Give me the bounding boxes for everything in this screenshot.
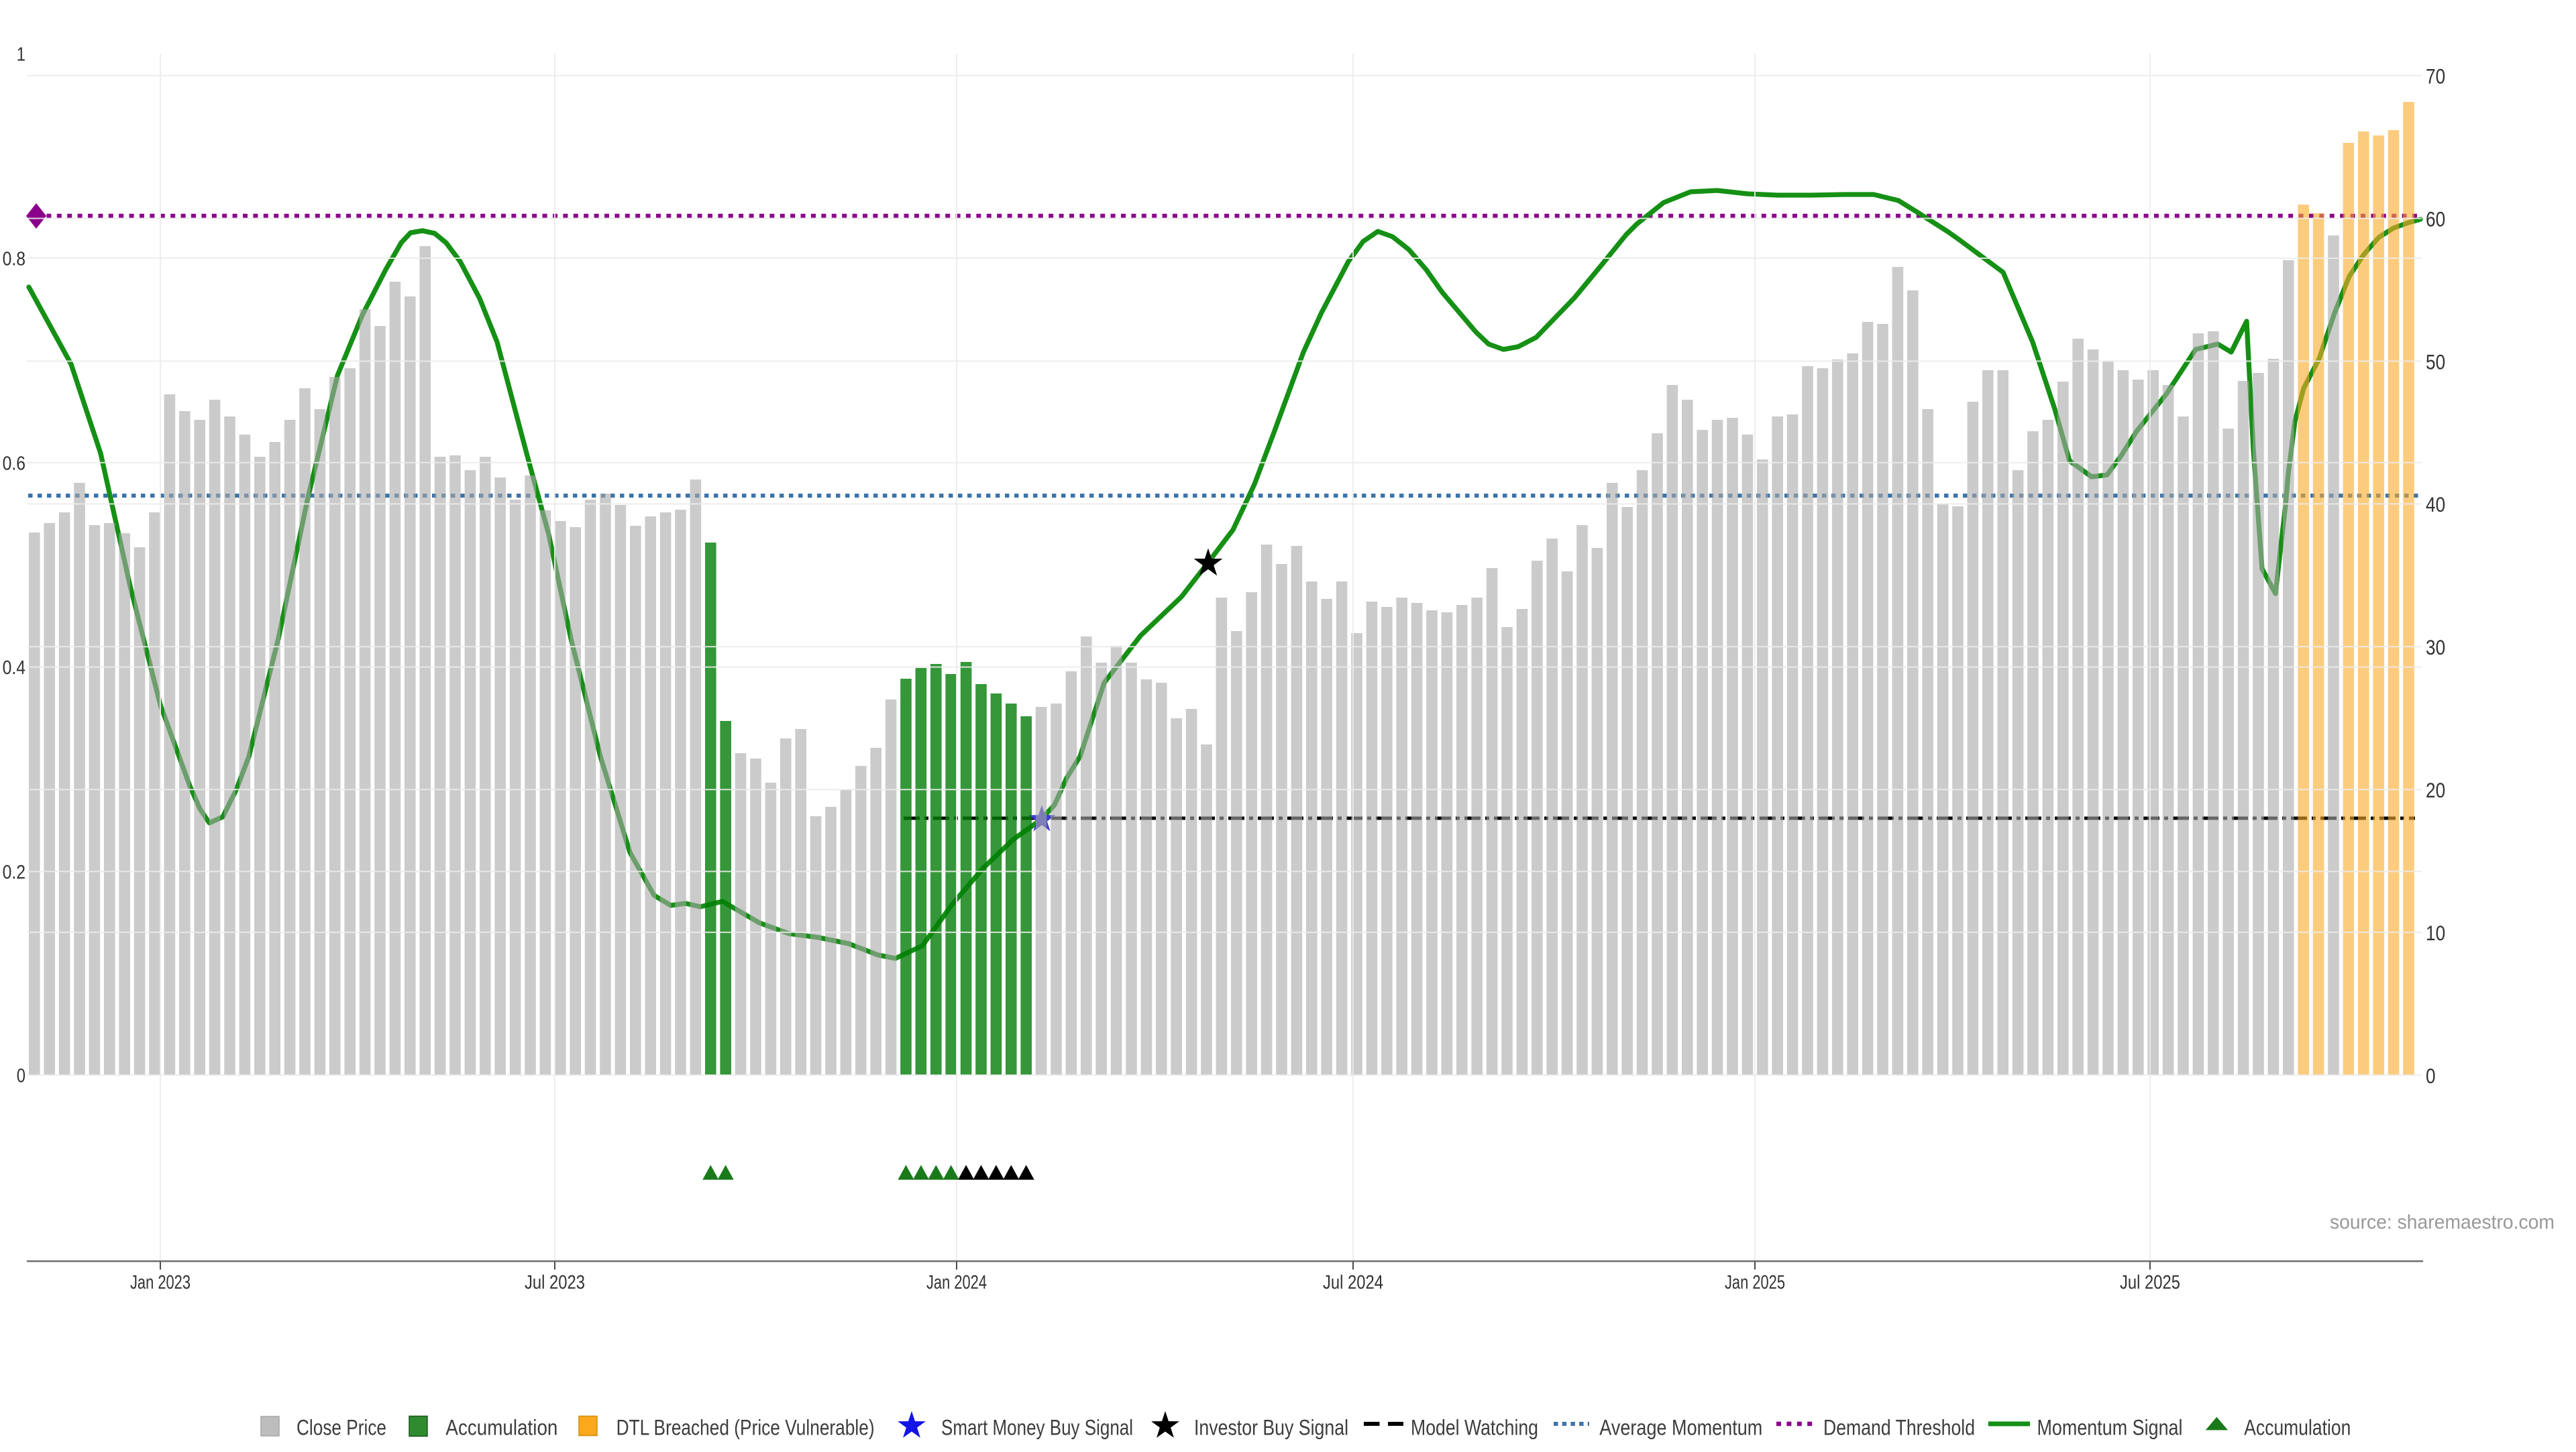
svg-text:0: 0 — [17, 1066, 25, 1087]
svg-text:Jan 2024: Jan 2024 — [926, 1272, 987, 1294]
svg-text:Jul 2024: Jul 2024 — [1323, 1272, 1383, 1294]
svg-text:0: 0 — [2426, 1064, 2436, 1088]
svg-text:Jan 2023: Jan 2023 — [130, 1272, 191, 1294]
svg-text:Jul 2025: Jul 2025 — [2120, 1272, 2180, 1294]
svg-text:Accumulation: Accumulation — [445, 1416, 557, 1440]
svg-text:1: 1 — [17, 44, 25, 66]
svg-text:60: 60 — [2426, 207, 2445, 231]
svg-text:40: 40 — [2426, 492, 2445, 516]
svg-text:Model Watching: Model Watching — [1411, 1416, 1538, 1440]
svg-text:Average Momentum: Average Momentum — [1599, 1416, 1762, 1440]
svg-text:0.8: 0.8 — [3, 249, 25, 270]
svg-text:Close Price: Close Price — [297, 1416, 386, 1440]
svg-text:Accumulation: Accumulation — [2244, 1416, 2351, 1440]
svg-text:10: 10 — [2426, 921, 2445, 945]
svg-text:source: sharemaestro.com: source: sharemaestro.com — [2330, 1211, 2555, 1233]
svg-text:Jul 2023: Jul 2023 — [525, 1272, 585, 1294]
svg-text:0.4: 0.4 — [3, 657, 25, 679]
svg-text:70: 70 — [2426, 64, 2445, 89]
svg-text:Jan 2025: Jan 2025 — [1725, 1272, 1785, 1294]
svg-text:20: 20 — [2426, 778, 2445, 802]
svg-text:DTL Breached (Price Vulnerable: DTL Breached (Price Vulnerable) — [616, 1416, 875, 1440]
svg-text:Smart Money Buy Signal: Smart Money Buy Signal — [941, 1416, 1133, 1440]
svg-text:50: 50 — [2426, 349, 2445, 374]
svg-text:30: 30 — [2426, 635, 2445, 659]
svg-text:Demand Threshold: Demand Threshold — [1823, 1416, 1975, 1440]
svg-text:0.2: 0.2 — [3, 862, 25, 883]
svg-text:0.6: 0.6 — [3, 453, 25, 474]
svg-text:Momentum Signal: Momentum Signal — [2037, 1416, 2183, 1440]
svg-text:Investor Buy Signal: Investor Buy Signal — [1194, 1416, 1348, 1440]
